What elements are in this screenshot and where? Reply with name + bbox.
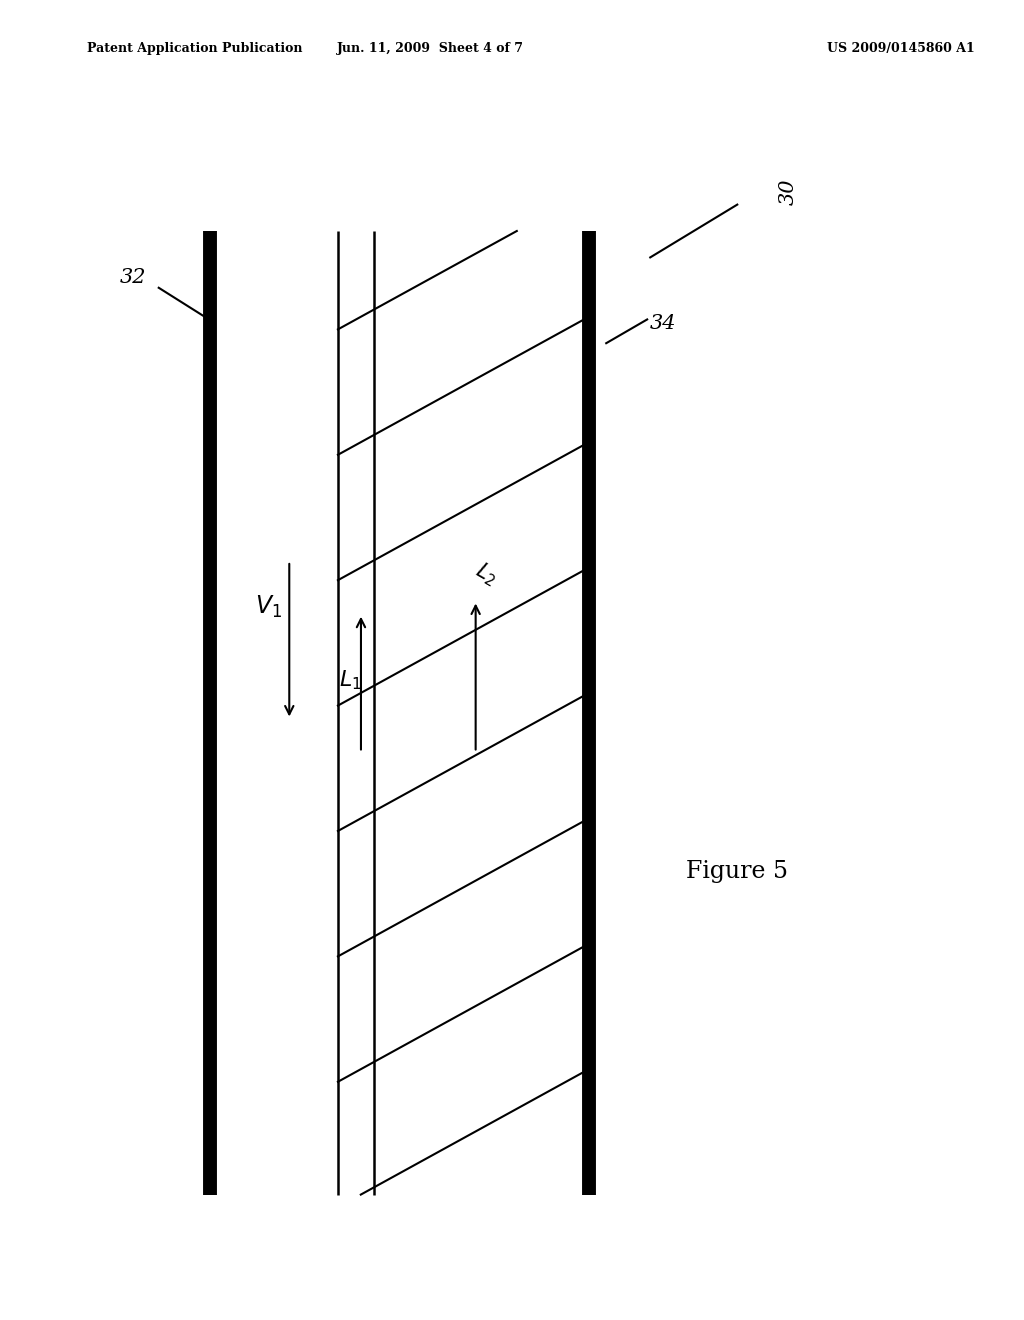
Text: Patent Application Publication: Patent Application Publication (87, 42, 302, 55)
Text: US 2009/0145860 A1: US 2009/0145860 A1 (827, 42, 975, 55)
Text: 30: 30 (779, 178, 798, 205)
Text: $V_1$: $V_1$ (255, 594, 283, 620)
Text: $L_1$: $L_1$ (339, 668, 362, 692)
Text: Jun. 11, 2009  Sheet 4 of 7: Jun. 11, 2009 Sheet 4 of 7 (337, 42, 523, 55)
Text: 34: 34 (650, 314, 677, 333)
Text: $L_2$: $L_2$ (471, 558, 501, 590)
Text: 32: 32 (120, 268, 146, 286)
Text: Figure 5: Figure 5 (686, 859, 788, 883)
